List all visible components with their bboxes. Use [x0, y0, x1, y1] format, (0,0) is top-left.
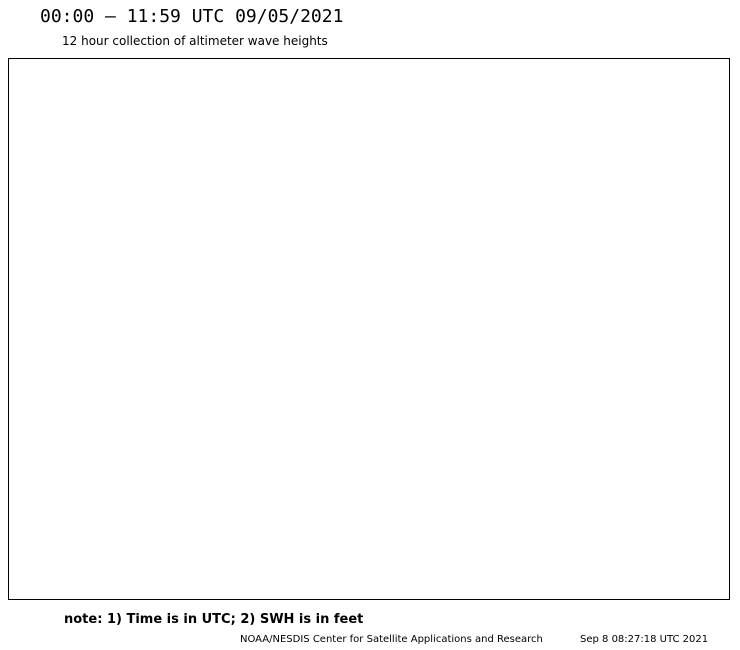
plot-area [8, 58, 730, 600]
note-text: note: 1) Time is in UTC; 2) SWH is in fe… [64, 612, 364, 627]
footer-timestamp: Sep 8 08:27:18 UTC 2021 [580, 634, 709, 645]
chart-title: 00:00 – 11:59 UTC 09/05/2021 [40, 6, 344, 27]
swh-colorbar [421, 6, 727, 32]
footer-credit: NOAA/NESDIS Center for Satellite Applica… [240, 634, 543, 645]
chart-subtitle: 12 hour collection of altimeter wave hei… [62, 34, 328, 48]
